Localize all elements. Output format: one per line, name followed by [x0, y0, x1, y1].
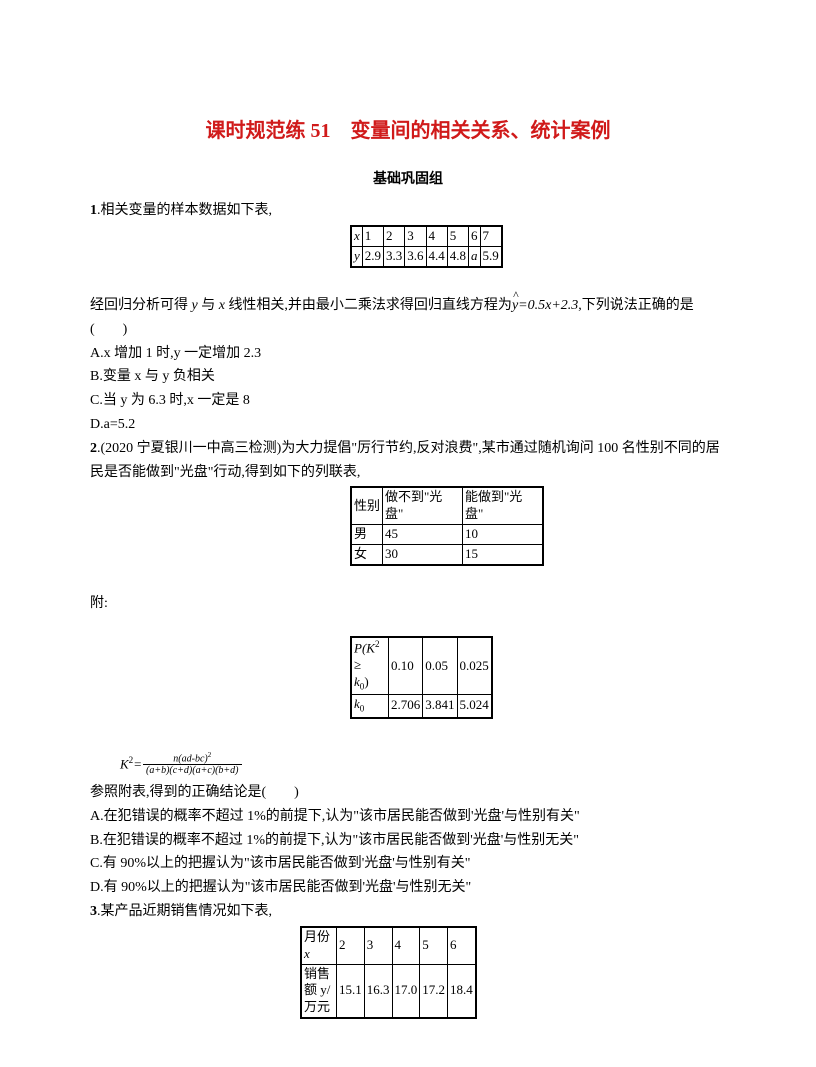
page-title: 课时规范练 51 变量间的相关关系、统计案例 [90, 115, 726, 147]
table-row: y 2.9 3.3 3.6 4.4 4.8 a 5.9 [351, 247, 502, 267]
q2-number: 2 [90, 441, 97, 456]
q1-block: 1.相关变量的样本数据如下表, [90, 199, 726, 223]
y-hat: y [512, 294, 518, 318]
q2-source: (2020 宁夏银川一中高三检测) [101, 441, 282, 456]
q3-table-wrap: 月份 x 2 3 4 5 6 销售 额 y/ 万元 15.1 16.3 17.0… [300, 926, 726, 1019]
q2-contingency-table: 性别 做不到"光盘" 能做到"光盘" 男 45 10 女 30 15 [350, 486, 544, 566]
q2-conclusion: 参照附表,得到的正确结论是( ) [90, 781, 726, 805]
q1-option-a: A.x 增加 1 时,y 一定增加 2.3 [90, 342, 726, 366]
q1-option-c: C.当 y 为 6.3 时,x 一定是 8 [90, 389, 726, 413]
q2-option-b: B.在犯错误的概率不超过 1%的前提下,认为"该市居民能否做到'光盘'与性别无关… [90, 829, 726, 853]
q2-pk-table: P(K2 ≥ k0) 0.10 0.05 0.025 k0 2.706 3.84… [350, 636, 493, 719]
q2-formula: K2= n(ad-bc)2 (a+b)(c+d)(a+c)(b+d) [120, 751, 726, 777]
q1-option-b: B.变量 x 与 y 负相关 [90, 365, 726, 389]
table-row: 女 30 15 [351, 545, 543, 565]
q1-table-wrap: x 1 2 3 4 5 6 7 y 2.9 3.3 3.6 4.4 4.8 a … [350, 225, 726, 268]
q3-block: 3.某产品近期销售情况如下表, [90, 900, 726, 924]
q3-number: 3 [90, 904, 97, 919]
table-row: 性别 做不到"光盘" 能做到"光盘" [351, 487, 543, 524]
q2-block: 2.(2020 宁夏银川一中高三检测)为大力提倡"厉行节约,反对浪费",某市通过… [90, 437, 726, 485]
q2-attach-label: 附: [90, 592, 726, 616]
q3-sales-table: 月份 x 2 3 4 5 6 销售 额 y/ 万元 15.1 16.3 17.0… [300, 926, 477, 1019]
table-row: x 1 2 3 4 5 6 7 [351, 226, 502, 246]
q2-option-a: A.在犯错误的概率不超过 1%的前提下,认为"该市居民能否做到'光盘'与性别有关… [90, 805, 726, 829]
x-label: x [354, 228, 360, 243]
fraction: n(ad-bc)2 (a+b)(c+d)(a+c)(b+d) [143, 751, 242, 777]
y-label: y [354, 248, 360, 263]
table-row: 月份 x 2 3 4 5 6 [301, 927, 476, 964]
section-subtitle: 基础巩固组 [90, 169, 726, 191]
table-row: k0 2.706 3.841 5.024 [351, 695, 492, 718]
q1-data-table: x 1 2 3 4 5 6 7 y 2.9 3.3 3.6 4.4 4.8 a … [350, 225, 503, 268]
table-row: 销售 额 y/ 万元 15.1 16.3 17.0 17.2 18.4 [301, 964, 476, 1018]
q2-pk-table-wrap: P(K2 ≥ k0) 0.10 0.05 0.025 k0 2.706 3.84… [350, 636, 726, 719]
q2-option-d: D.有 90%以上的把握认为"该市居民能否做到'光盘'与性别无关" [90, 876, 726, 900]
table-row: P(K2 ≥ k0) 0.10 0.05 0.025 [351, 637, 492, 695]
q2-table-wrap: 性别 做不到"光盘" 能做到"光盘" 男 45 10 女 30 15 [350, 486, 726, 566]
table-row: 男 45 10 [351, 525, 543, 545]
q2-option-c: C.有 90%以上的把握认为"该市居民能否做到'光盘'与性别有关" [90, 852, 726, 876]
q1-intro: 相关变量的样本数据如下表, [101, 203, 273, 218]
q3-desc: 某产品近期销售情况如下表, [101, 904, 273, 919]
q1-number: 1 [90, 203, 97, 218]
q1-option-d: D.a=5.2 [90, 413, 726, 437]
q1-desc: 经回归分析可得 y 与 x 线性相关,并由最小二乘法求得回归直线方程为y=0.5… [90, 294, 726, 342]
